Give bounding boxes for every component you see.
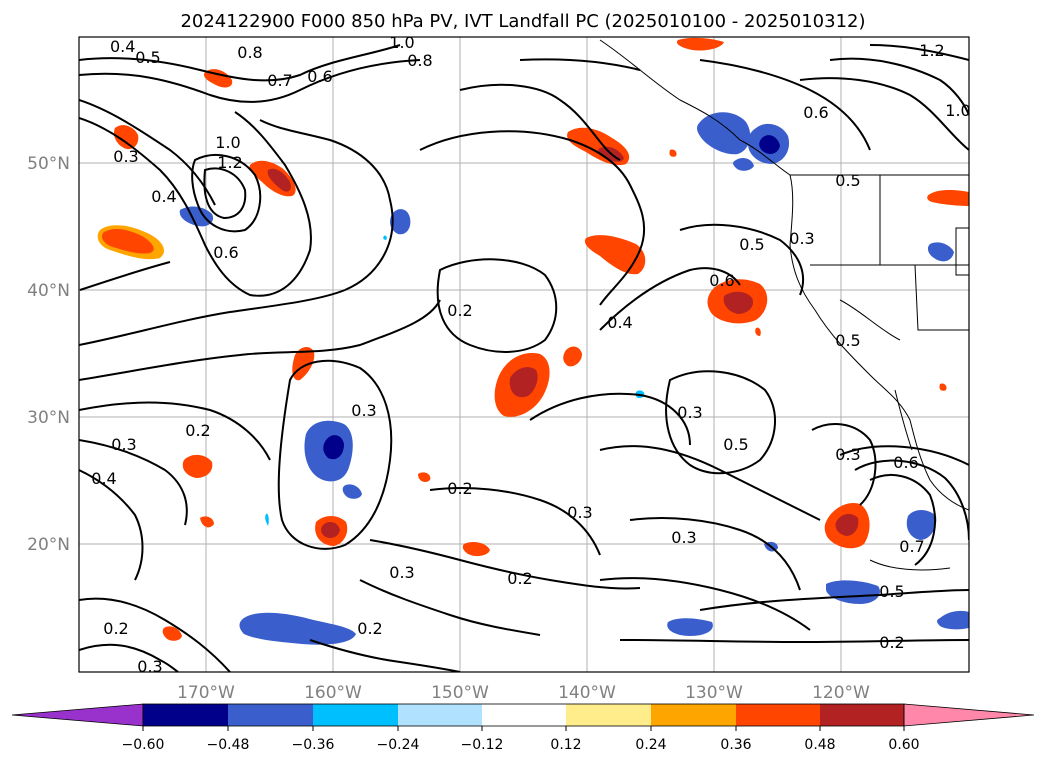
- contour-label: 0.2: [447, 479, 472, 498]
- colorbar-segment: [482, 704, 566, 726]
- contour-label: 0.2: [507, 569, 532, 588]
- colorbar-segment: [736, 704, 820, 726]
- colorbar-tick-label: 0.36: [720, 737, 751, 753]
- lat-label: 50°N: [27, 154, 70, 174]
- contour-label: 0.2: [447, 301, 472, 320]
- contour-label: 0.8: [407, 51, 432, 70]
- lon-label: 170°W: [177, 683, 235, 703]
- map-panel: 0.4 0.5 0.8 0.7 0.6 1.0 0.8 1.2 1.0 0.6 …: [78, 33, 970, 676]
- contour-label: 0.7: [267, 71, 292, 90]
- contour-label: 0.6: [803, 103, 828, 122]
- negative-anomaly-fills: [179, 112, 969, 645]
- contour-label: 0.3: [113, 147, 138, 166]
- lon-label: 130°W: [685, 683, 743, 703]
- colorbar-segment: [566, 704, 651, 726]
- map-title: 2024122900 F000 850 hPa PV, IVT Landfall…: [180, 11, 865, 32]
- contour-label: 0.5: [739, 235, 764, 254]
- contour-label: 0.4: [151, 187, 176, 206]
- colorbar-segment: [313, 704, 398, 726]
- contour-label: 0.3: [835, 445, 860, 464]
- contour-label: 1.0: [945, 101, 970, 120]
- map-border: [78, 36, 970, 673]
- contour-label: 0.2: [879, 633, 904, 652]
- colorbar-segment: [228, 704, 313, 726]
- coastlines: [599, 39, 969, 571]
- lat-label: 40°N: [27, 281, 70, 301]
- colorbar-extend-high: [903, 703, 1035, 727]
- lon-label: 160°W: [304, 683, 362, 703]
- colorbar-tick-label: −0.60: [122, 737, 165, 753]
- contour-label: 0.3: [567, 503, 592, 522]
- contour-label: 1.0: [215, 133, 240, 152]
- contour-labels: 0.4 0.5 0.8 0.7 0.6 1.0 0.8 1.2 1.0 0.6 …: [91, 33, 970, 676]
- contour-label: 0.4: [110, 37, 135, 56]
- lon-label: 120°W: [812, 683, 870, 703]
- colorbar-tick-label: 0.12: [550, 737, 581, 753]
- colorbar-tick-label: −0.36: [292, 737, 335, 753]
- contour-label: 0.6: [893, 453, 918, 472]
- colorbar-segment: [143, 704, 228, 726]
- lat-label: 30°N: [27, 408, 70, 428]
- colorbar-tick-label: −0.48: [207, 737, 250, 753]
- contour-label: 0.5: [835, 171, 860, 190]
- contour-label: 0.3: [789, 229, 814, 248]
- contour-label: 0.4: [607, 313, 632, 332]
- contour-label: 0.8: [237, 43, 262, 62]
- contour-label: 0.5: [723, 435, 748, 454]
- contour-label: 0.3: [351, 401, 376, 420]
- pv-contours: [79, 44, 969, 672]
- contour-label: 0.3: [137, 657, 162, 676]
- contour-label: 0.2: [103, 619, 128, 638]
- contour-label: 0.3: [677, 403, 702, 422]
- contour-label: 0.2: [185, 421, 210, 440]
- contour-label: 0.5: [879, 582, 904, 601]
- contour-label: 0.6: [213, 243, 238, 262]
- contour-label: 0.7: [899, 537, 924, 556]
- contour-label: 0.2: [357, 619, 382, 638]
- colorbar-tick-label: 0.48: [804, 737, 835, 753]
- contour-label: 0.5: [835, 331, 860, 350]
- colorbar-tick-label: −0.24: [377, 737, 420, 753]
- contour-label: 0.5: [135, 48, 160, 67]
- colorbar-segment: [651, 704, 736, 726]
- contour-label: 0.3: [389, 563, 414, 582]
- lon-label: 140°W: [558, 683, 616, 703]
- contour-label: 1.0: [389, 33, 414, 52]
- lon-label: 150°W: [431, 683, 489, 703]
- colorbar-tick-label: 0.24: [635, 737, 666, 753]
- contour-label: 0.6: [307, 67, 332, 86]
- contour-label: 1.2: [919, 41, 944, 60]
- colorbar-segment: [398, 704, 482, 726]
- contour-label: 0.3: [111, 435, 136, 454]
- lat-axis-labels: 50°N 40°N 30°N 20°N: [27, 154, 70, 555]
- colorbar-segment: [820, 704, 904, 726]
- contour-label: 0.4: [91, 469, 116, 488]
- colorbar-extend-low: [11, 703, 144, 727]
- lon-axis-labels: 170°W 160°W 150°W 140°W 130°W 120°W: [177, 683, 870, 703]
- contour-label: 1.2: [217, 153, 242, 172]
- contour-label: 0.3: [671, 528, 696, 547]
- colorbar-tick-label: −0.12: [461, 737, 504, 753]
- contour-label: 0.6: [709, 271, 734, 290]
- lat-label: 20°N: [27, 535, 70, 555]
- colorbar-tick-label: 0.60: [888, 737, 919, 753]
- colorbar: −0.60 −0.48 −0.36 −0.24 −0.12 0.12 0.24 …: [11, 703, 1035, 753]
